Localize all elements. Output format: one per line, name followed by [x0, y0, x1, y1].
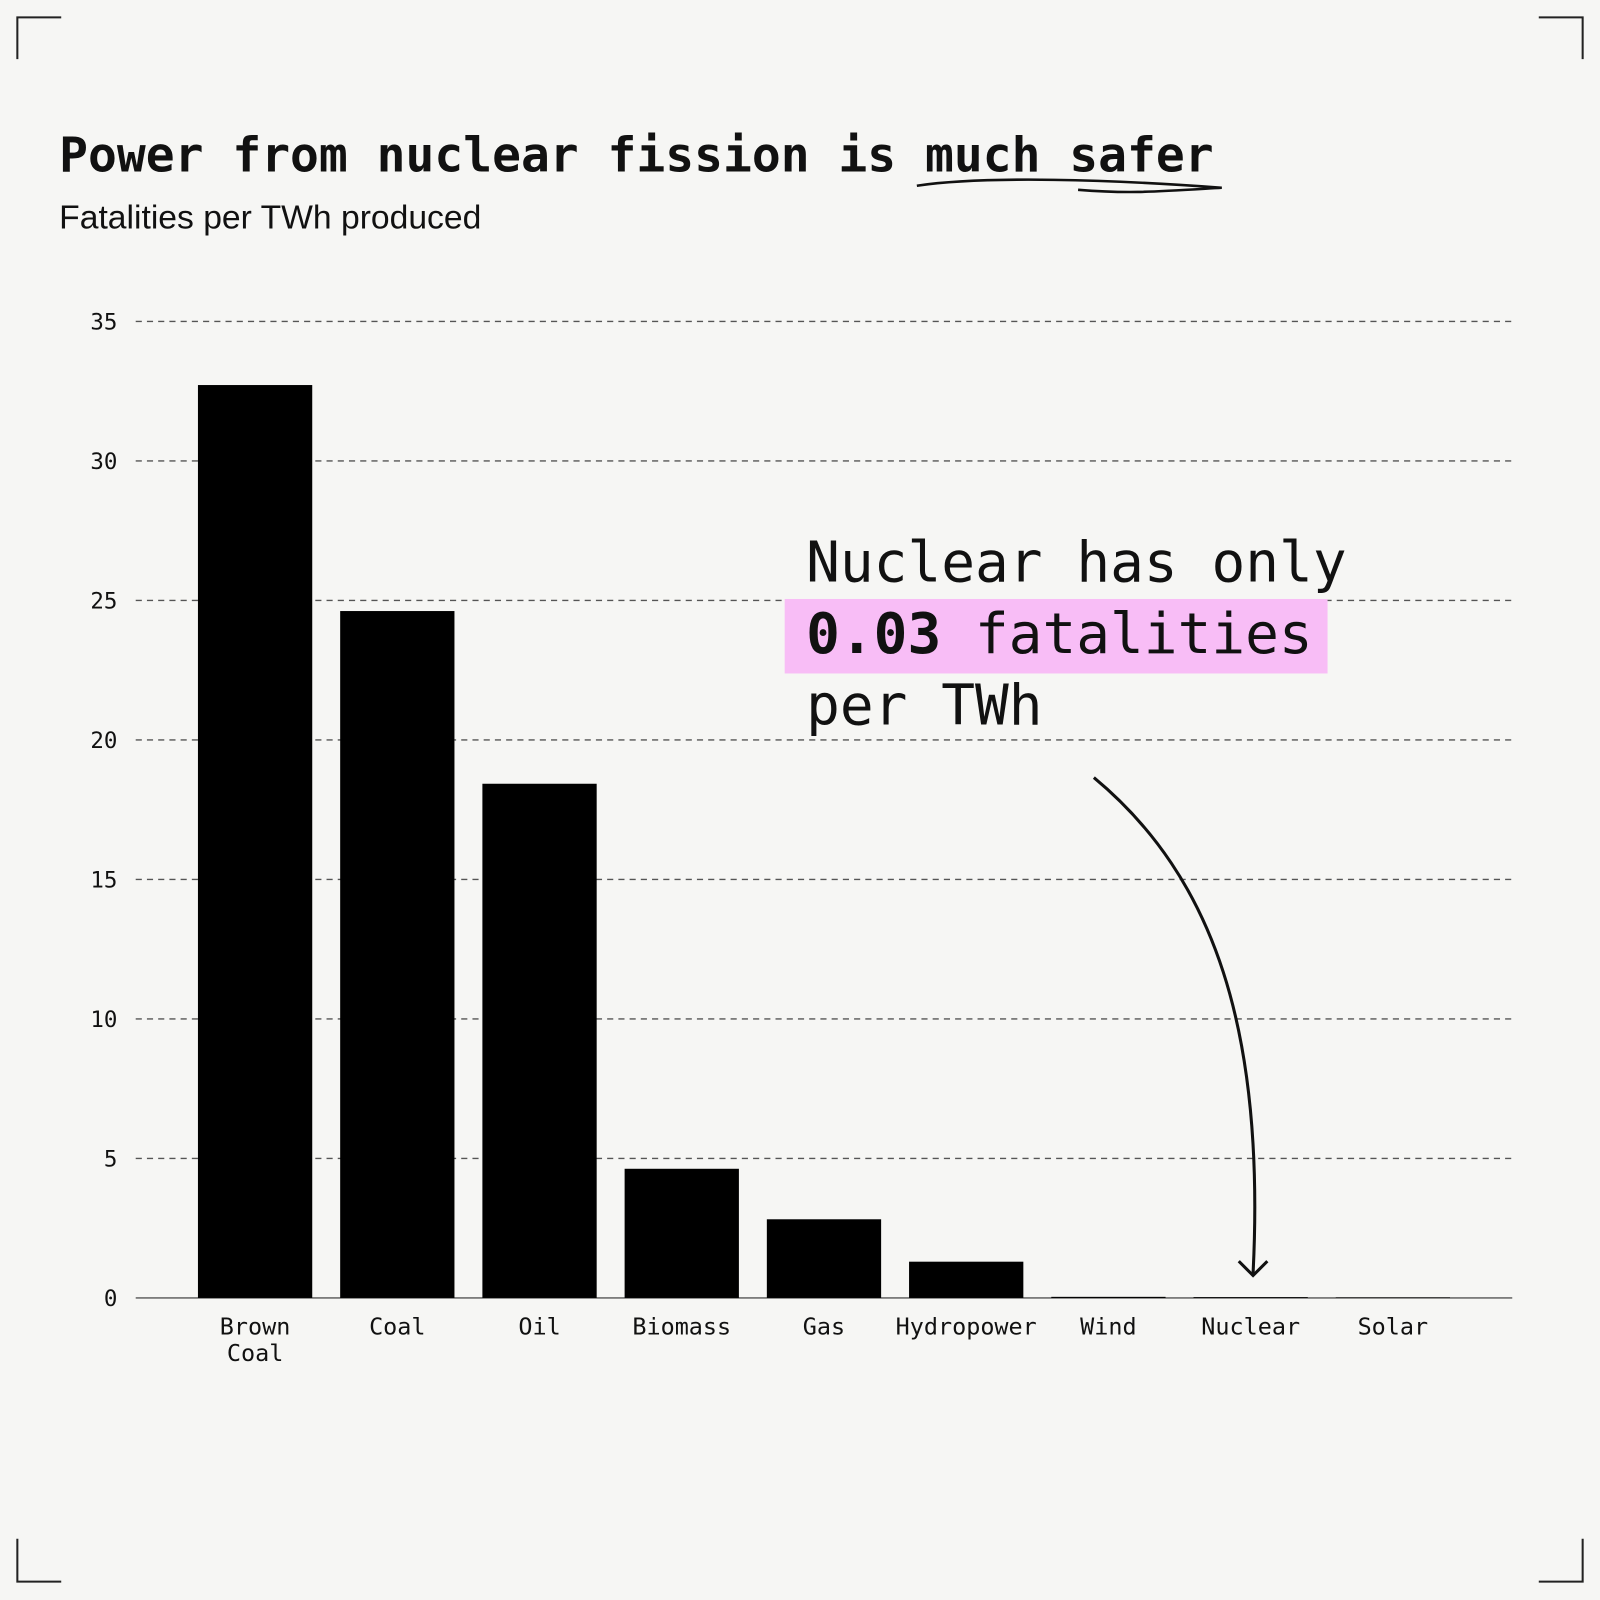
- x-tick-label: Wind: [1080, 1313, 1136, 1341]
- bar: [197, 385, 313, 1298]
- x-tick-label-line: Brown: [220, 1313, 291, 1341]
- x-tick-label: Coal: [369, 1313, 425, 1341]
- x-tick-label-line: Coal: [227, 1339, 283, 1367]
- y-tick-label: 5: [104, 1147, 118, 1173]
- annotation-text: 0.03 fatalities: [806, 602, 1313, 667]
- bar: [482, 783, 597, 1298]
- corner: [16, 16, 62, 60]
- y-tick-label: 10: [90, 1007, 117, 1033]
- annotation-text: per TWh: [806, 673, 1042, 738]
- x-tick-label: Solar: [1358, 1313, 1429, 1341]
- arrow-head: [1237, 1260, 1269, 1278]
- x-tick-label: Gas: [803, 1313, 845, 1341]
- bar: [1193, 1297, 1308, 1298]
- x-tick-label: Hydropower: [896, 1313, 1037, 1341]
- chart-subtitle: Fatalities per TWh produced: [59, 200, 481, 237]
- y-tick-label: 30: [90, 449, 117, 475]
- title-underline: [916, 178, 1222, 194]
- y-tick-label: 20: [90, 728, 117, 754]
- corner: [1538, 1538, 1584, 1583]
- annotation-arrow: [1092, 776, 1257, 1274]
- y-tick-label: 15: [90, 868, 117, 894]
- x-tick-label: Nuclear: [1201, 1313, 1300, 1341]
- annotation-highlight: [784, 598, 1328, 674]
- annotation-text: fatalities: [975, 602, 1313, 667]
- y-tick-label: 0: [104, 1286, 118, 1312]
- bar: [1335, 1297, 1451, 1298]
- y-tick-label: 35: [90, 310, 117, 336]
- x-tick-label: Brown Coal: [220, 1313, 291, 1368]
- bar: [909, 1261, 1024, 1298]
- x-tick-label: Oil: [518, 1313, 560, 1341]
- bar: [766, 1219, 882, 1298]
- bar: [340, 611, 455, 1298]
- bar: [624, 1168, 739, 1298]
- corner: [1538, 16, 1584, 60]
- y-tick-label: 25: [90, 589, 117, 615]
- bar: [1051, 1296, 1166, 1298]
- chart-title: Power from nuclear fission is much safer: [59, 127, 1213, 183]
- corner-brackets: [16, 16, 1584, 1583]
- annotation-value: 0.03: [806, 602, 941, 667]
- annotation-text: Nuclear has only: [806, 531, 1347, 596]
- corner: [16, 1538, 62, 1583]
- x-tick-label: Biomass: [632, 1313, 731, 1341]
